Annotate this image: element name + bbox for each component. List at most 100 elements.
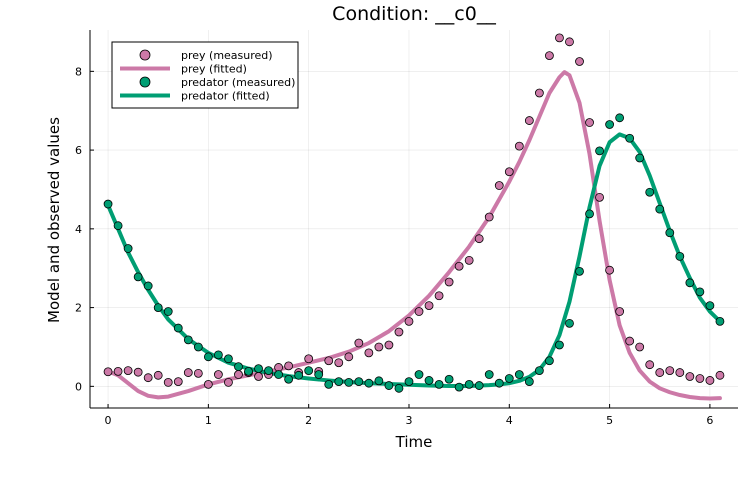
data-point bbox=[284, 374, 294, 384]
data-point bbox=[103, 199, 113, 209]
y-tick-label: 8 bbox=[75, 65, 82, 78]
data-point bbox=[605, 120, 615, 129]
data-point bbox=[324, 356, 334, 366]
data-point bbox=[545, 51, 554, 60]
data-point bbox=[665, 366, 675, 375]
data-point bbox=[565, 318, 574, 328]
data-point bbox=[394, 327, 404, 337]
data-point bbox=[524, 377, 534, 387]
data-point bbox=[484, 370, 494, 379]
data-point bbox=[193, 368, 203, 378]
data-point bbox=[354, 338, 364, 348]
data-point bbox=[404, 316, 414, 326]
data-point bbox=[444, 277, 454, 287]
data-point bbox=[224, 354, 233, 364]
data-point bbox=[374, 342, 384, 352]
data-point bbox=[133, 367, 143, 377]
data-point bbox=[494, 181, 504, 190]
data-point bbox=[284, 361, 294, 371]
data-point bbox=[203, 352, 213, 362]
x-tick-label: 6 bbox=[706, 414, 713, 427]
data-point bbox=[615, 113, 625, 123]
data-point bbox=[555, 340, 564, 350]
data-point bbox=[575, 266, 584, 276]
data-point bbox=[504, 167, 514, 177]
data-point bbox=[254, 372, 263, 381]
data-point bbox=[434, 291, 444, 301]
data-point bbox=[514, 370, 524, 379]
data-point bbox=[404, 377, 414, 387]
data-point bbox=[685, 372, 695, 381]
data-point bbox=[675, 252, 685, 261]
data-point bbox=[645, 360, 655, 370]
data-point bbox=[344, 378, 354, 387]
data-point bbox=[244, 366, 253, 376]
data-point bbox=[615, 307, 625, 316]
data-point bbox=[163, 307, 173, 316]
data-point bbox=[414, 307, 424, 316]
data-point bbox=[364, 378, 374, 388]
series-line bbox=[106, 70, 722, 401]
data-point bbox=[705, 301, 715, 311]
data-point bbox=[143, 373, 153, 383]
data-point bbox=[234, 362, 243, 372]
data-point bbox=[213, 350, 223, 360]
data-point bbox=[183, 368, 193, 377]
data-point bbox=[324, 379, 334, 389]
legend-item: predator (measured) bbox=[139, 76, 295, 89]
data-point bbox=[534, 366, 544, 375]
data-point bbox=[494, 378, 504, 388]
data-point bbox=[555, 33, 564, 43]
data-point bbox=[474, 381, 484, 390]
data-point bbox=[424, 376, 434, 385]
data-point bbox=[224, 378, 233, 387]
legend-item: prey (measured) bbox=[139, 49, 273, 62]
data-point bbox=[575, 57, 584, 66]
data-point bbox=[334, 377, 344, 387]
data-point bbox=[655, 368, 665, 377]
series-predator-measured bbox=[103, 113, 725, 393]
data-point bbox=[113, 221, 123, 231]
legend-marker-swatch bbox=[139, 49, 151, 61]
y-axis-title: Model and observed values bbox=[45, 117, 63, 323]
data-point bbox=[605, 265, 615, 275]
data-point bbox=[314, 370, 324, 379]
data-point bbox=[334, 358, 344, 368]
data-point bbox=[715, 316, 725, 326]
legend-label: prey (fitted) bbox=[181, 63, 247, 76]
data-point bbox=[464, 255, 474, 265]
x-axis-title: Time bbox=[395, 433, 433, 451]
data-point bbox=[354, 377, 364, 387]
legend-marker-swatch bbox=[139, 76, 151, 88]
y-tick-label: 0 bbox=[75, 380, 82, 393]
data-point bbox=[514, 141, 524, 151]
legend-item: prey (fitted) bbox=[120, 63, 247, 76]
data-point bbox=[665, 228, 675, 238]
data-point bbox=[484, 212, 494, 222]
data-point bbox=[264, 366, 273, 375]
data-point bbox=[715, 370, 725, 380]
data-point bbox=[585, 209, 594, 219]
data-point bbox=[585, 118, 594, 127]
data-point bbox=[635, 153, 645, 163]
data-point bbox=[434, 379, 444, 389]
data-point bbox=[294, 370, 304, 380]
x-tick-label: 2 bbox=[305, 414, 312, 427]
data-point bbox=[304, 366, 314, 375]
axes: 0 1 2 3 4 5 6 0 2 4 6 8 bbox=[75, 30, 738, 427]
data-point bbox=[123, 244, 133, 253]
x-tick-label: 5 bbox=[606, 414, 613, 427]
data-point bbox=[695, 287, 705, 297]
data-point bbox=[153, 303, 163, 312]
data-point bbox=[464, 379, 474, 389]
data-point bbox=[625, 133, 635, 143]
data-point bbox=[394, 383, 404, 393]
data-point bbox=[534, 88, 544, 98]
legend-label: prey (measured) bbox=[181, 49, 273, 62]
data-point bbox=[344, 352, 354, 362]
x-tick-label: 0 bbox=[105, 414, 112, 427]
data-point bbox=[103, 367, 113, 377]
data-point bbox=[203, 379, 213, 389]
data-point bbox=[414, 370, 424, 379]
